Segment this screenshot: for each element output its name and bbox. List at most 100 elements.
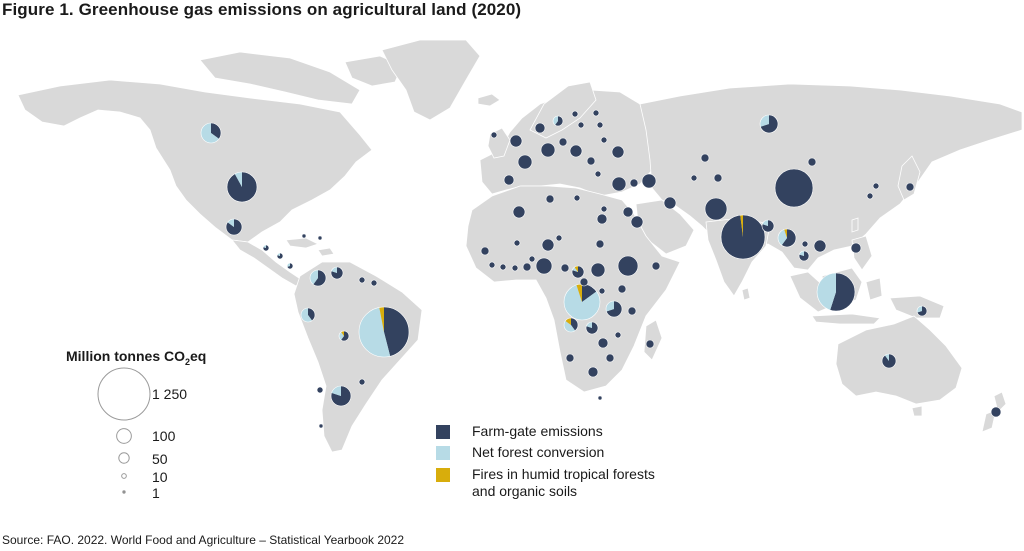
pie-outline (587, 366, 599, 378)
pie-outline (905, 182, 915, 192)
pie-slice-farm-gate (542, 239, 554, 251)
pie-outline (338, 330, 350, 342)
pie-outline (358, 306, 410, 358)
pie-slice-farm-gate (510, 135, 522, 147)
pie-slice-farm-gate (308, 308, 315, 321)
size-legend-title: Million tonnes CO2eq (66, 348, 207, 367)
pie-outline (596, 121, 604, 129)
pie-outline (990, 406, 1002, 418)
pie-outline (540, 142, 556, 158)
pie-outline (535, 257, 553, 275)
pie-slice-farm-gate (598, 338, 608, 348)
pie-outline (617, 255, 639, 277)
pie-outline (513, 239, 521, 247)
pie-outline (560, 263, 570, 273)
pie-slice-farm-gate (588, 367, 598, 377)
pie-slice-farm-gate (882, 354, 897, 368)
pie-outline (579, 277, 589, 287)
pie-outline (598, 287, 606, 295)
size-legend-circle-100 (116, 428, 132, 444)
pie-outline (816, 272, 856, 312)
pie-outline (597, 337, 609, 349)
pie-slice-farm-gate (571, 318, 579, 331)
legend-fires-label: Fires in humid tropical forests and organ… (472, 466, 655, 500)
pie-outline (358, 378, 366, 386)
pie-outline (555, 234, 563, 242)
pie-slice-net-forest (760, 115, 769, 127)
pie-slice-farm-gate (546, 195, 554, 203)
pie-slice-net-forest (884, 354, 889, 361)
pie-slice-farm-gate (705, 198, 727, 220)
pie-slice-farm-gate (318, 236, 322, 240)
pie-outline (330, 385, 352, 407)
pie-slice-farm-gate (630, 179, 638, 187)
pie-slice-farm-gate (601, 137, 607, 143)
legend-net-forest-label: Net forest conversion (472, 444, 605, 460)
pie-slice-net-forest (263, 245, 266, 248)
pie-outline (541, 238, 555, 252)
pie-outline (617, 284, 627, 294)
pie-outline (713, 173, 723, 183)
size-legend-circles (97, 367, 151, 494)
pie-outline (850, 242, 862, 254)
pie-outline (558, 137, 568, 147)
pie-outline (573, 194, 581, 202)
pie-outline (318, 423, 324, 429)
pie-outline (645, 339, 655, 349)
pie-outline (629, 178, 639, 188)
pie-slice-farm-gate (618, 256, 638, 276)
legend-net-forest: Net forest conversion (436, 444, 604, 461)
pie-slice-farm-gate (513, 206, 525, 218)
pie-outline (798, 250, 810, 262)
pie-slice-farm-gate (596, 240, 604, 248)
pie-slice-net-forest (287, 263, 290, 267)
source-note: Source: FAO. 2022. World Food and Agricu… (2, 533, 405, 547)
pie-outline (614, 331, 622, 339)
pie-outline (545, 194, 555, 204)
pie-outline (200, 122, 222, 144)
figure-title: Figure 1. Greenhouse gas emissions on ag… (2, 0, 522, 19)
pie-outline (600, 205, 608, 213)
pie-slice-farm-gate (518, 155, 532, 169)
pie-slice-net-forest (234, 172, 242, 187)
pie-outline (565, 353, 575, 363)
pie-slice-fires (576, 284, 582, 302)
pie-slice-farm-gate (781, 229, 797, 248)
pie-outline (276, 252, 284, 260)
pie-slice-fires (784, 229, 787, 238)
pie-outline (511, 264, 519, 272)
pie-outline (586, 156, 596, 166)
pie-slice-farm-gate (720, 215, 765, 260)
pie-outline (571, 265, 585, 279)
pie-outline (490, 131, 498, 139)
pie-slice-farm-gate (615, 332, 621, 338)
pie-slice-farm-gate (606, 354, 614, 362)
pie-slice-net-forest (572, 267, 578, 272)
pie-slice-farm-gate (652, 262, 660, 270)
pie-slice-farm-gate (618, 285, 626, 293)
pie-slice-fires (740, 215, 743, 237)
pie-slice-farm-gate (808, 158, 816, 166)
pie-outline (761, 219, 775, 233)
pie-slice-farm-gate (331, 267, 344, 280)
pie-slice-farm-gate (559, 138, 567, 146)
pie-slice-net-forest (799, 251, 804, 256)
pie-outline (651, 261, 661, 271)
pie-slice-farm-gate (500, 264, 506, 270)
pie-outline (594, 170, 602, 178)
pie-outline (759, 114, 779, 134)
pie-outline (663, 196, 677, 210)
pie-outline (596, 213, 608, 225)
pie-outline (571, 110, 579, 118)
pie-slice-farm-gate (591, 263, 605, 277)
size-legend-circle-1 (122, 490, 126, 494)
pie-outline (309, 269, 327, 287)
pie-outline (774, 168, 814, 208)
pie-slice-farm-gate (802, 241, 808, 247)
pie-outline (590, 262, 606, 278)
pie-outline (330, 266, 344, 280)
pie-slice-farm-gate (570, 145, 582, 157)
pie-slice-farm-gate (535, 123, 545, 133)
pie-slice-net-forest (331, 386, 341, 396)
pie-outline (807, 157, 817, 167)
